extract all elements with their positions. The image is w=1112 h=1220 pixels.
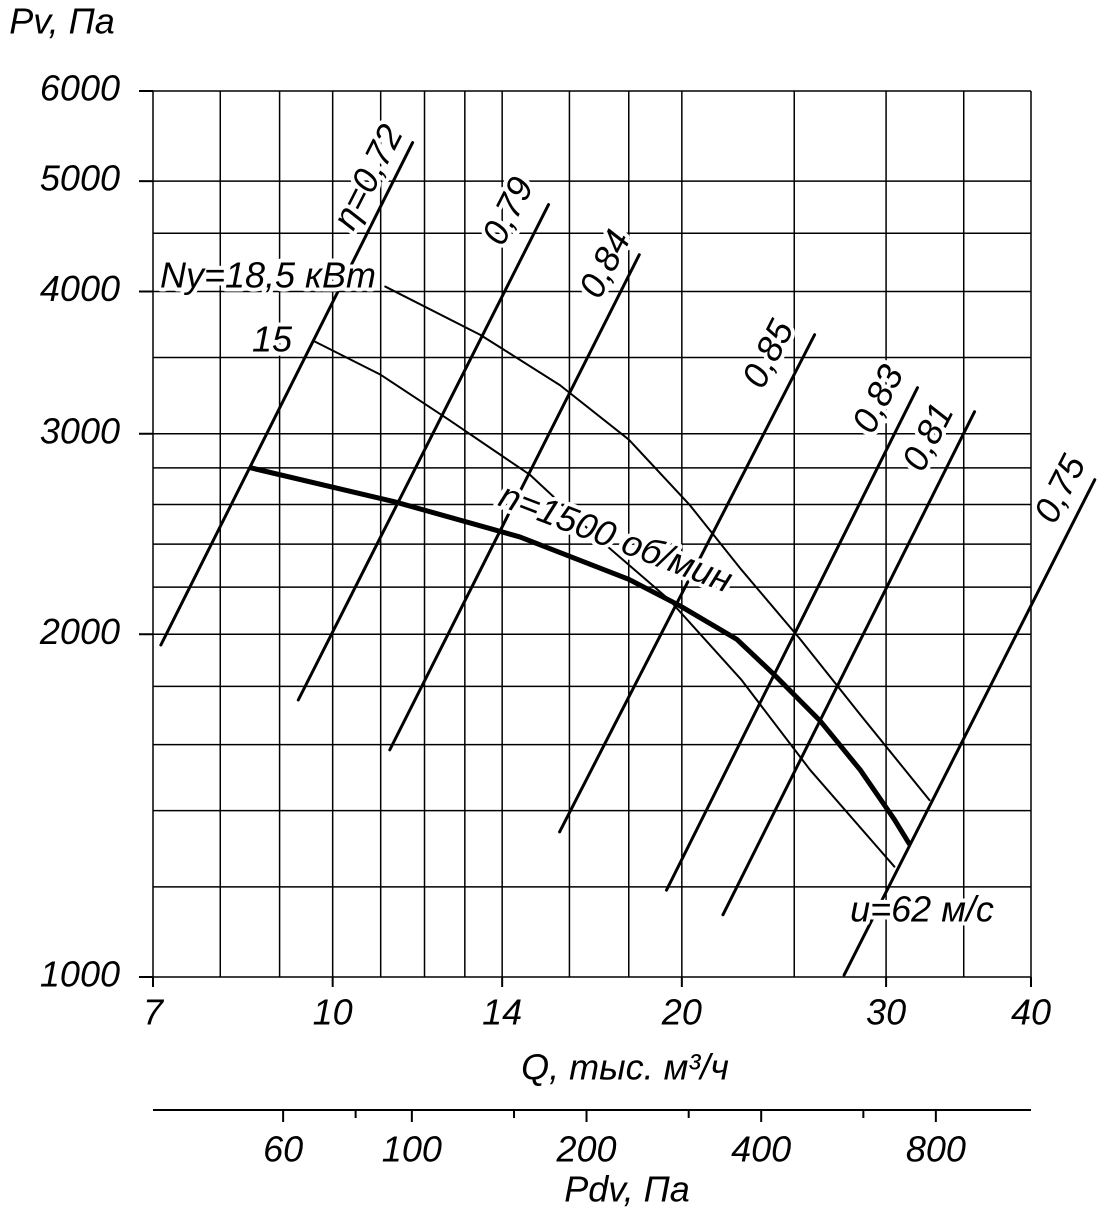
x2-tick-label: 400 [731,1129,791,1170]
y-tick-label: 6000 [40,68,120,109]
x2-tick-label: 200 [555,1129,616,1170]
curve [842,478,1097,977]
y-tick-label: 4000 [40,268,120,309]
y-tick-label: 1000 [40,954,120,995]
x-tick-label: 40 [1011,992,1051,1033]
curve [296,203,551,702]
y-axis-title: Pv, Па [9,1,114,42]
x2-tick-label: 800 [906,1129,966,1170]
x-tick-label: 10 [313,992,353,1033]
x-axis-title: Q, тыс. м³/ч [521,1047,729,1088]
curve [248,465,912,846]
x-tick-label: 30 [866,992,906,1033]
x-tick-label: 20 [661,992,702,1033]
curve [159,141,415,647]
x2-tick-label: 60 [263,1129,303,1170]
y-tick-label: 5000 [40,158,120,199]
curve [388,253,641,752]
curve [313,340,896,868]
curve [558,333,817,834]
curve [384,285,931,802]
curve [664,386,919,892]
curve [721,410,977,917]
annotation: u=62 м/с [850,889,994,930]
x2-tick-label: 100 [382,1129,442,1170]
y-tick-label: 2000 [39,611,120,652]
y-tick-label: 3000 [40,410,120,451]
series-label: 15 [252,319,293,360]
x-tick-label: 7 [143,992,165,1033]
series-label: Ny=18,5 кВт [160,255,376,296]
x-tick-label: 14 [482,992,522,1033]
x2-axis-title: Pdv, Па [564,1169,689,1210]
